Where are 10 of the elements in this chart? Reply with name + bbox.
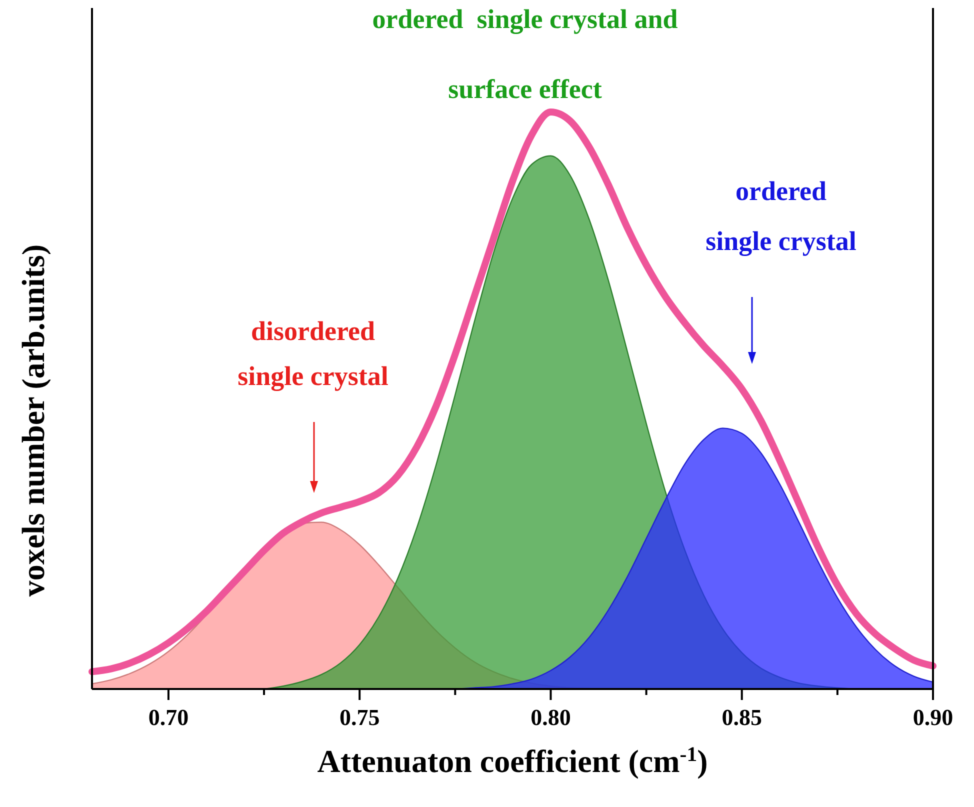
annotation: ordered single crystal bbox=[706, 176, 857, 256]
x-tick-label: 0.80 bbox=[530, 705, 571, 730]
x-tick-label: 0.85 bbox=[722, 705, 762, 730]
x-tick-label: 0.75 bbox=[339, 705, 380, 730]
y-axis-title: voxels number (arb.units) bbox=[15, 244, 51, 597]
annotation: disordered single crystal bbox=[238, 316, 389, 391]
text: ordered single crystal and surface effect bbox=[372, 4, 678, 104]
x-axis-title: Attenuaton coefficient (cm$^{-1}$) bbox=[317, 742, 708, 779]
x-tick-label: 0.90 bbox=[912, 705, 954, 730]
x-tick-label: 0.70 bbox=[148, 705, 189, 730]
